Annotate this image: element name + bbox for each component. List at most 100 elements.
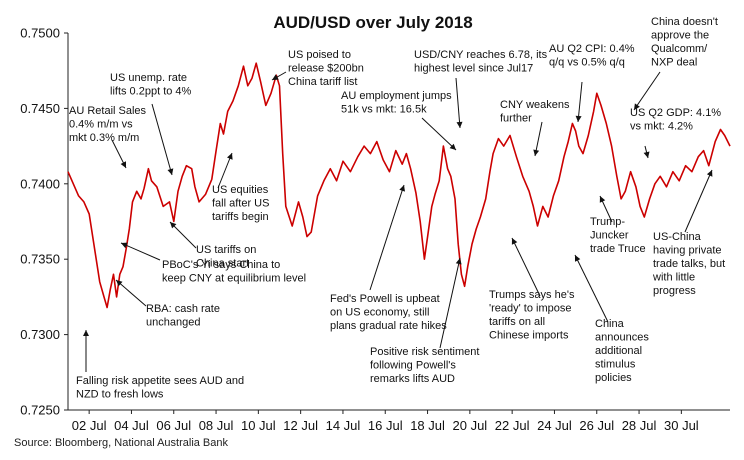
annotation-line: q/q vs 0.5% q/q bbox=[549, 57, 625, 69]
x-tick-label: 16 Jul bbox=[368, 418, 403, 433]
annotation-line: following Powell's bbox=[370, 360, 456, 372]
annotation-line: US Q2 GDP: 4.1% bbox=[630, 107, 721, 119]
annotation-line: US equities bbox=[212, 184, 269, 196]
annotation-arrow bbox=[369, 184, 405, 291]
annotation-line: 51k vs mkt: 16.5k bbox=[341, 104, 427, 116]
annotation-line: China doesn't bbox=[651, 16, 718, 28]
annotation-line: plans gradual rate hikes bbox=[330, 320, 447, 332]
annotation-line: US poised to bbox=[288, 49, 351, 61]
annotation-line: Juncker bbox=[590, 230, 629, 242]
annotation-7: US equities fall after US tariffs begin bbox=[212, 184, 269, 223]
annotation-line: tariffs on all bbox=[489, 316, 545, 328]
y-tick-label: 0.7350 bbox=[20, 252, 60, 267]
x-tick-label: 22 Jul bbox=[495, 418, 530, 433]
annotation-8: US poised to release $200bn China tariff l… bbox=[288, 49, 364, 88]
annotation-arrowhead bbox=[455, 258, 462, 265]
annotation-line: PBoC's Yi says China to bbox=[162, 259, 280, 271]
annotation-line: Chinese imports bbox=[489, 330, 569, 342]
annotation-arrow bbox=[439, 257, 461, 349]
annotation-line: trade Truce bbox=[590, 243, 646, 255]
annotation-line: with little bbox=[652, 272, 695, 284]
annotation-line: China tariff list bbox=[288, 76, 358, 88]
annotation-line: tariffs begin bbox=[212, 211, 269, 223]
annotation-arrowhead bbox=[533, 149, 540, 156]
annotation-line: unchanged bbox=[146, 317, 200, 329]
x-tick-label: 08 Jul bbox=[199, 418, 234, 433]
annotation-line: US tariffs on bbox=[196, 244, 256, 256]
annotation-line: lifts 0.2ppt to 4% bbox=[110, 86, 192, 98]
y-tick-label: 0.7500 bbox=[20, 26, 60, 41]
annotation-4: RBA: cash rate unchanged bbox=[146, 303, 220, 329]
annotation-arrow bbox=[115, 279, 147, 307]
annotation-arrowhead bbox=[634, 103, 640, 110]
annotation-arrowhead bbox=[227, 153, 233, 160]
annotation-arrows bbox=[83, 71, 713, 372]
series-layer bbox=[67, 62, 731, 309]
annotation-arrowhead bbox=[599, 196, 606, 203]
annotation-3: US unemp. rate lifts 0.2ppt to 4% bbox=[110, 72, 192, 98]
annotation-layer: Falling risk appetite sees AUD and NZD to… bbox=[69, 16, 725, 401]
x-tick-label: 14 Jul bbox=[326, 418, 361, 433]
annotation-6: US tariffs on China start bbox=[196, 244, 256, 270]
annotation-12: Positive risk sentiment following Powell'… bbox=[370, 346, 479, 385]
annotation-line: Fed's Powell is upbeat bbox=[330, 293, 440, 305]
x-tick-label: 12 Jul bbox=[283, 418, 318, 433]
annotation-15: AU Q2 CPI: 0.4% q/q vs 0.5% q/q bbox=[549, 43, 635, 69]
annotation-line: US-China bbox=[653, 231, 702, 243]
x-tick-label: 28 Jul bbox=[622, 418, 657, 433]
annotation-line: announces bbox=[595, 332, 649, 344]
annotation-line: AU Retail Sales bbox=[69, 105, 147, 117]
x-tick-label: 04 Jul bbox=[114, 418, 149, 433]
annotation-16: China doesn't approve the Qualcomm/NXP dea… bbox=[651, 16, 718, 69]
annotation-13: CNY weakens further bbox=[500, 99, 570, 125]
annotation-line: Falling risk appetite sees AUD and bbox=[76, 375, 244, 387]
annotation-line: additional bbox=[595, 345, 642, 357]
annotation-arrowhead bbox=[83, 330, 89, 336]
annotation-line: AU employment jumps bbox=[341, 90, 452, 102]
annotation-line: having private bbox=[653, 245, 722, 257]
annotation-line: progress bbox=[653, 285, 696, 297]
x-tick-label: 10 Jul bbox=[241, 418, 276, 433]
annotation-line: NXP deal bbox=[651, 57, 697, 69]
annotation-14: Trumps says he's 'ready' to impose tariffs… bbox=[489, 289, 575, 342]
annotation-arrow bbox=[151, 103, 173, 176]
annotation-line: Trumps says he's bbox=[489, 289, 575, 301]
y-tick-label: 0.7450 bbox=[20, 101, 60, 116]
annotation-line: vs mkt: 4.2% bbox=[630, 121, 693, 133]
annotation-line: Trump- bbox=[590, 216, 625, 228]
annotation-line: USD/CNY reaches 6.78, its bbox=[414, 49, 548, 61]
annotation-arrowhead bbox=[170, 222, 177, 229]
annotation-line: CNY weakens bbox=[500, 99, 570, 111]
annotation-11: Fed's Powell is upbeat on US economy, sti… bbox=[330, 293, 447, 332]
y-tick-label: 0.7300 bbox=[20, 327, 60, 342]
axes: 0.7250 0.7300 0.7350 0.7400 0.7450 0.7500 02 J… bbox=[20, 26, 730, 433]
annotation-arrowhead bbox=[121, 242, 128, 249]
annotation-line: AU Q2 CPI: 0.4% bbox=[549, 43, 635, 55]
annotation-1: Falling risk appetite sees AUD and NZD to… bbox=[76, 375, 244, 401]
annotation-9: AU employment jumps 51k vs mkt: 16.5k bbox=[341, 90, 452, 116]
annotation-arrow bbox=[120, 242, 161, 261]
annotation-arrowhead bbox=[449, 143, 456, 150]
annotation-arrowhead bbox=[120, 161, 126, 168]
x-tick-label: 30 Jul bbox=[664, 418, 699, 433]
chart-title: AUD/USD over July 2018 bbox=[273, 13, 472, 32]
x-tick-label: 26 Jul bbox=[579, 418, 614, 433]
annotation-arrowhead bbox=[272, 74, 279, 80]
annotation-10: USD/CNY reaches 6.78, its highest level s… bbox=[414, 49, 548, 75]
annotation-arrowhead bbox=[116, 280, 123, 287]
annotation-18: Trump- Juncker trade Truce bbox=[590, 216, 646, 255]
y-tick-label: 0.7250 bbox=[20, 403, 60, 418]
source-note: Source: Bloomberg, National Australia Ba… bbox=[14, 437, 229, 449]
annotation-line: Qualcomm/ bbox=[651, 43, 708, 55]
annotation-line: China start bbox=[196, 258, 249, 270]
annotation-arrowhead bbox=[167, 168, 174, 175]
annotation-line: RBA: cash rate bbox=[146, 303, 220, 315]
annotation-arrowhead bbox=[511, 238, 518, 245]
annotation-arrow bbox=[633, 71, 661, 111]
x-tick-label: 18 Jul bbox=[410, 418, 445, 433]
annotation-line: keep CNY at equilibrium level bbox=[162, 273, 306, 285]
annotation-line: policies bbox=[595, 372, 632, 384]
annotation-line: 0.4% m/m vs bbox=[69, 119, 133, 131]
annotation-line: Positive risk sentiment bbox=[370, 346, 479, 358]
